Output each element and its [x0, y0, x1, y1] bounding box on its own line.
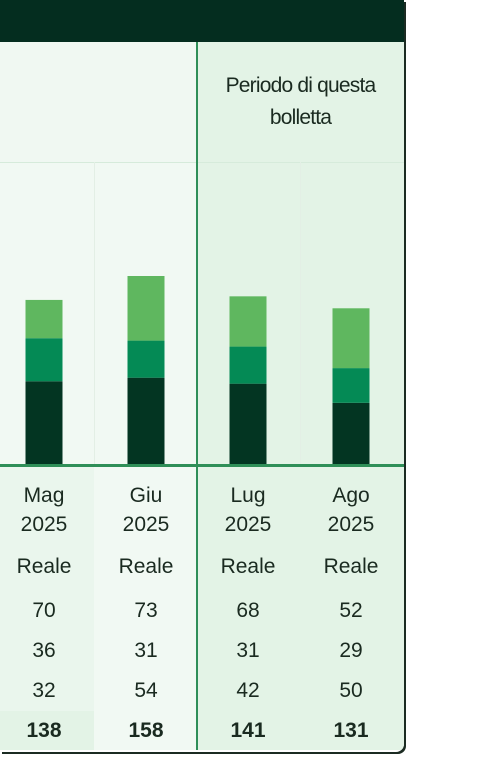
- value-series-1: 73: [134, 599, 158, 622]
- bar-segment-base: [229, 383, 267, 465]
- bar-segment-top: [25, 299, 63, 339]
- header-area-current-period: [197, 42, 404, 162]
- reading-type: Reale: [323, 555, 379, 578]
- value-series-3: 32: [32, 679, 56, 702]
- month-label: Ago 2025: [303, 481, 399, 541]
- current-period-title: Periodo di questa bolletta: [225, 74, 377, 129]
- month-year: 2025: [224, 513, 272, 536]
- current-period-divider: [196, 42, 198, 750]
- month-name: Ago: [332, 484, 370, 507]
- month-year: 2025: [327, 513, 375, 536]
- x-axis-line: [0, 464, 404, 467]
- bar-segment-middle: [229, 346, 267, 384]
- bar-segment-base: [332, 402, 370, 465]
- reading-type: Reale: [220, 555, 276, 578]
- month-name: Mag: [23, 484, 65, 507]
- value-series-1: 70: [32, 599, 56, 622]
- table-column-bg: [0, 467, 94, 750]
- value-series-3: 50: [339, 679, 363, 702]
- month-label: Lug 2025: [200, 481, 296, 541]
- month-year: 2025: [122, 513, 170, 536]
- month-year: 2025: [20, 513, 68, 536]
- table-column-bg: [94, 467, 197, 750]
- bar-segment-top: [332, 308, 370, 369]
- bar-segment-base: [25, 381, 63, 465]
- total-value: 131: [333, 719, 369, 742]
- column-separator: [94, 162, 95, 466]
- total-cell-bg: [0, 711, 94, 750]
- month-name: Lug: [230, 484, 266, 507]
- reading-type: Reale: [118, 555, 174, 578]
- header-separator-past: [0, 162, 196, 163]
- header-bar: [0, 0, 404, 42]
- value-series-1: 52: [339, 599, 363, 622]
- total-value: 138: [26, 719, 62, 742]
- bar-segment-middle: [25, 338, 63, 382]
- value-series-2: 31: [236, 639, 260, 662]
- value-series-3: 42: [236, 679, 260, 702]
- month-label: Mag 2025: [0, 481, 92, 541]
- bar-segment-top: [229, 296, 267, 347]
- header-separator-current: [198, 162, 404, 163]
- value-series-2: 36: [32, 639, 56, 662]
- month-label: Giu 2025: [98, 481, 194, 541]
- bar-segment-base: [127, 377, 165, 465]
- month-name: Giu: [129, 484, 163, 507]
- consumption-chart-card: Periodo di questa bolletta Mag 2025 Reale 7…: [0, 0, 404, 750]
- column-separator: [300, 162, 301, 466]
- bar-segment-middle: [127, 340, 165, 378]
- total-value: 158: [128, 719, 164, 742]
- value-series-1: 68: [236, 599, 260, 622]
- table-column-bg: [198, 467, 300, 750]
- value-series-2: 31: [134, 639, 158, 662]
- total-value: 141: [230, 719, 266, 742]
- header-area-past: [0, 42, 197, 162]
- value-series-2: 29: [339, 639, 363, 662]
- stacked-bar-chart: [25, 276, 370, 465]
- value-series-3: 54: [134, 679, 158, 702]
- bar-segment-top: [127, 276, 165, 341]
- bar-segment-middle: [332, 368, 370, 403]
- table-column-bg: [300, 467, 404, 750]
- reading-type: Reale: [16, 555, 72, 578]
